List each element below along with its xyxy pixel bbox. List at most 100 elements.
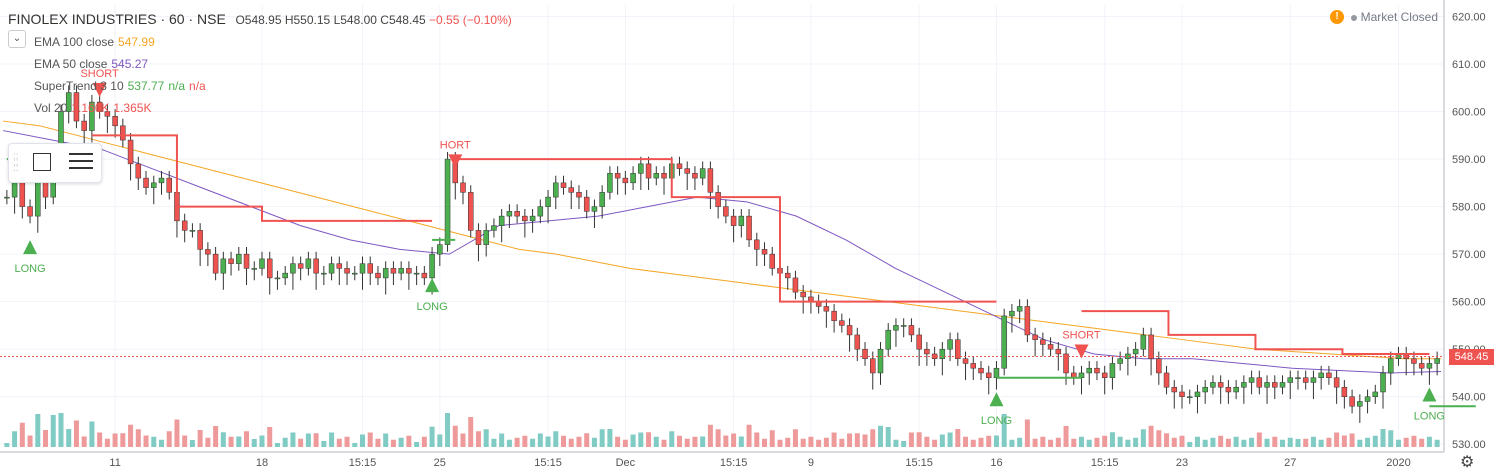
candle-body (862, 348, 868, 359)
candle-body (924, 348, 930, 355)
volume-bar (1148, 425, 1154, 447)
volume-bar (1079, 436, 1084, 447)
volume-bar (166, 431, 172, 447)
candle-body (707, 168, 714, 193)
candle-body (1233, 386, 1239, 393)
signal-label: LONG (1414, 410, 1445, 422)
candle-body (321, 272, 327, 275)
candle-body (135, 163, 142, 179)
candle-body (1156, 358, 1162, 374)
candle-body (1225, 386, 1232, 393)
candle-body (614, 173, 621, 179)
candle-body (367, 263, 373, 274)
y-tick-label: 560.00 (1452, 297, 1486, 309)
volume-bar (978, 437, 984, 447)
volume-bar (1411, 435, 1417, 447)
volume-bar (1372, 435, 1378, 447)
volume-bar (421, 436, 427, 447)
volume-bar (1349, 433, 1355, 447)
rectangle-tool-icon[interactable] (33, 153, 51, 171)
drag-handle-icon[interactable]: :::::: (13, 151, 19, 174)
volume-bar (58, 413, 64, 447)
ema50-line (2, 130, 1442, 374)
volume-bar (1241, 439, 1247, 447)
volume-bar (274, 443, 280, 447)
candle-body (398, 268, 404, 274)
volume-bar (445, 413, 451, 447)
volume-bar (1017, 437, 1023, 447)
volume-bar (723, 435, 729, 447)
volume-bar (1164, 433, 1170, 447)
open-value: O548.95 (235, 13, 282, 27)
candle-body (460, 182, 466, 193)
x-tick-label: 18 (256, 457, 268, 469)
candle-body (290, 263, 296, 274)
candle-body (1318, 372, 1324, 378)
candle-body (738, 215, 745, 226)
volume-bar (847, 433, 853, 447)
candle-body (96, 101, 103, 112)
ema100-legend[interactable]: EMA 100 close 547.99 (34, 35, 155, 49)
candle-body (522, 215, 528, 222)
candle-body (1140, 334, 1147, 350)
candle-body (282, 272, 288, 279)
supertrend-legend[interactable]: SuperTrend 3 10 537.77 n/a n/a (34, 79, 206, 93)
volume-bar (19, 422, 25, 447)
candle-body (1387, 358, 1394, 374)
volume-bar (646, 432, 652, 447)
ema50-legend[interactable]: EMA 50 close 545.27 (34, 57, 148, 71)
short-signal-arrow (448, 154, 463, 169)
volume-bar (553, 431, 559, 447)
market-status-label: Market Closed (1360, 10, 1438, 24)
collapse-legend-button[interactable]: ⌄ (8, 30, 26, 48)
volume-bar (916, 432, 922, 447)
candle-body (406, 268, 412, 274)
candle-body (784, 272, 791, 279)
candle-body (1101, 372, 1108, 378)
volume-bar (893, 439, 899, 447)
volume-bar (429, 426, 435, 447)
signal-label: SHORT (80, 68, 119, 80)
candle-body (870, 358, 876, 374)
x-tick-label: 27 (1284, 457, 1296, 469)
volume-bar (885, 427, 891, 447)
volume-bar (197, 430, 203, 447)
candle-body (1032, 334, 1038, 340)
candle-body (390, 268, 397, 274)
volume-bar (298, 438, 304, 447)
volume-bar (406, 435, 412, 447)
signal-label: LONG (14, 263, 45, 275)
volume-bar (1109, 432, 1115, 447)
volume-bar (676, 435, 682, 447)
candle-body (375, 272, 381, 279)
volume-bar (1249, 437, 1255, 447)
volume-bar (800, 438, 806, 447)
candle-body (1287, 377, 1293, 383)
volume-legend[interactable]: Vol 20 1.166K 1.365K (34, 101, 151, 115)
volume-bar (661, 439, 667, 447)
volume-bar (1334, 432, 1340, 447)
volume-bar (1434, 439, 1440, 447)
last-price-tag: 548.45 (1449, 348, 1494, 365)
volume-bar (321, 441, 327, 447)
candle-body (444, 158, 451, 245)
y-tick-label: 610.00 (1452, 59, 1486, 71)
candle-body (1426, 363, 1433, 369)
gear-icon[interactable]: ⚙ (1460, 454, 1475, 471)
drawing-toolbar[interactable]: :::::: (8, 143, 102, 183)
candle-body (359, 263, 366, 274)
volume-bar (452, 425, 458, 447)
warning-icon[interactable]: ! (1330, 10, 1344, 24)
volume-bar (1210, 437, 1216, 447)
volume-bar (777, 439, 783, 447)
settings-lines-icon[interactable] (69, 153, 93, 173)
candle-body (143, 177, 149, 188)
x-tick-label: 11 (109, 457, 120, 469)
candle-body (545, 196, 551, 207)
candle-body (344, 268, 350, 274)
candle-body (1295, 377, 1301, 379)
change-value: −0.55 (−0.10%) (429, 13, 512, 27)
chart-legend: FINOLEX INDUSTRIES · 60 · NSE O548.95 H5… (8, 8, 512, 119)
volume-bar (1102, 435, 1108, 447)
